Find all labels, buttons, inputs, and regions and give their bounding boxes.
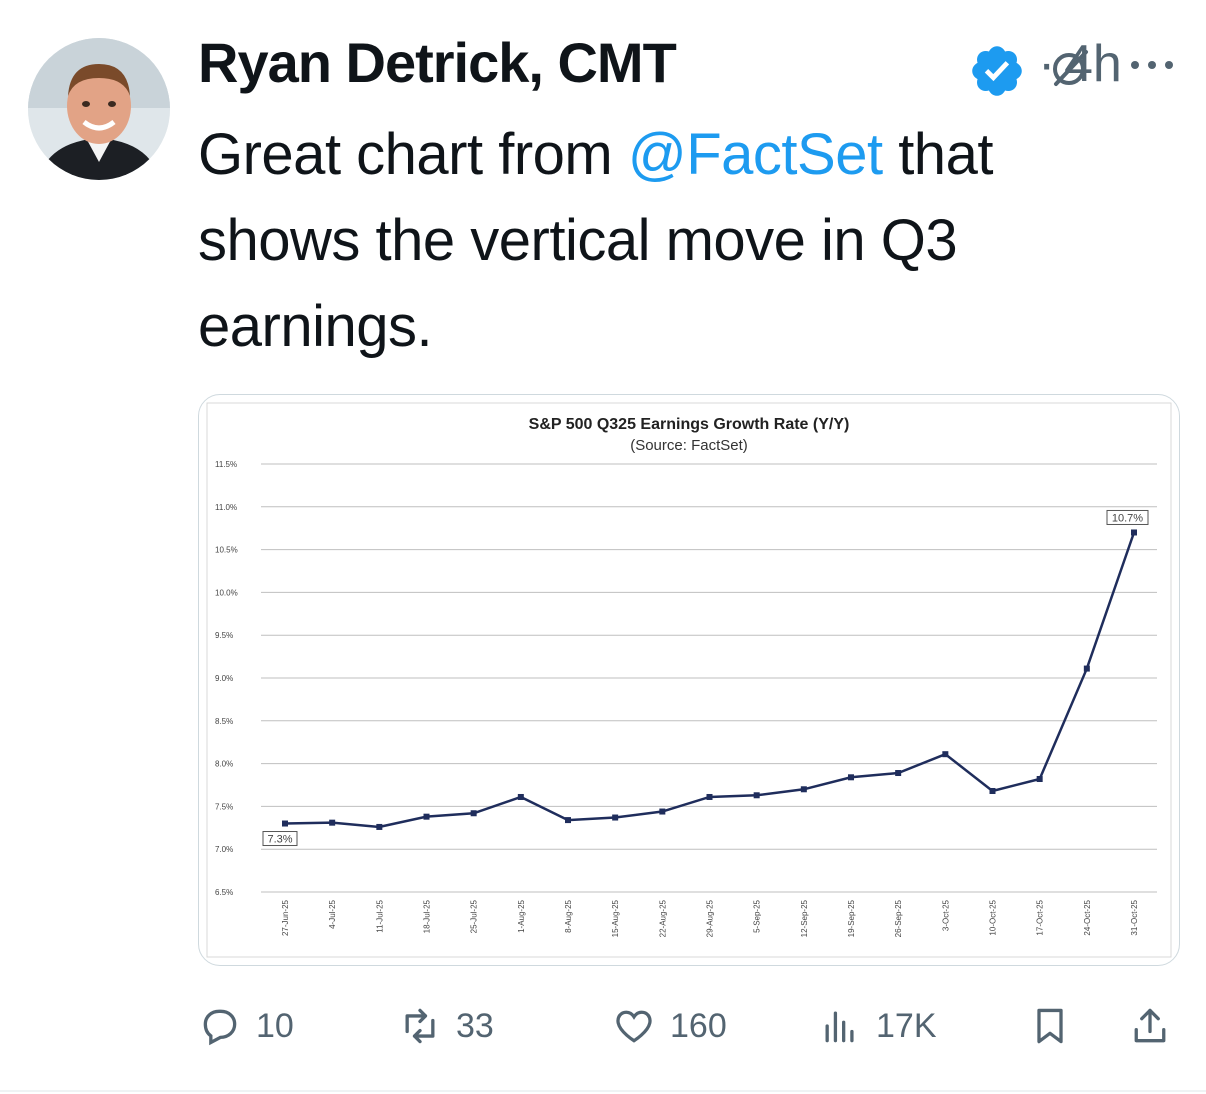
y-tick-label: 7.5% bbox=[215, 802, 233, 811]
tweet-text: Great chart from @FactSet that shows the… bbox=[198, 112, 1158, 370]
avatar[interactable] bbox=[28, 38, 170, 180]
repost-icon bbox=[405, 1008, 435, 1044]
views-count: 17K bbox=[876, 1006, 937, 1045]
x-tick-label: 25-Jul-25 bbox=[470, 899, 479, 933]
tweet-media-chart[interactable]: S&P 500 Q325 Earnings Growth Rate (Y/Y) (… bbox=[198, 394, 1180, 966]
x-tick-label: 31-Oct-25 bbox=[1130, 899, 1139, 935]
series-line bbox=[284, 532, 1136, 829]
x-tick-label: 12-Sep-25 bbox=[800, 899, 809, 937]
y-tick-label: 8.5% bbox=[215, 717, 233, 726]
x-tick-label: 19-Sep-25 bbox=[847, 899, 856, 937]
reply-count: 10 bbox=[256, 1006, 294, 1045]
data-point bbox=[565, 817, 571, 824]
more-options-icon[interactable] bbox=[1128, 58, 1176, 72]
x-tick-label: 4-Jul-25 bbox=[328, 899, 337, 928]
data-point bbox=[282, 820, 288, 827]
data-point bbox=[706, 793, 713, 800]
data-point bbox=[612, 814, 619, 821]
x-tick-label: 29-Aug-25 bbox=[706, 899, 715, 937]
x-tick-label: 24-Oct-25 bbox=[1083, 899, 1092, 935]
x-tick-label: 17-Oct-25 bbox=[1036, 899, 1045, 935]
x-tick-label: 11-Jul-25 bbox=[375, 899, 384, 932]
x-tick-label: 22-Aug-25 bbox=[658, 899, 667, 937]
tweet-actions: 10 33 160 17K bbox=[198, 1000, 1178, 1052]
data-label-box bbox=[262, 831, 298, 847]
data-point bbox=[989, 787, 996, 794]
y-tick-label: 6.5% bbox=[215, 888, 233, 897]
data-point bbox=[942, 751, 949, 758]
bookmark-icon[interactable] bbox=[1028, 1004, 1072, 1048]
chart-subtitle: (Source: FactSet) bbox=[630, 437, 748, 454]
mention-link[interactable]: @FactSet bbox=[627, 122, 883, 187]
y-tick-label: 10.0% bbox=[215, 588, 238, 597]
x-tick-label: 18-Jul-25 bbox=[423, 899, 432, 933]
reply-icon bbox=[203, 1009, 237, 1046]
heart-icon bbox=[616, 1010, 652, 1043]
chart-frame bbox=[206, 402, 1172, 958]
views-button[interactable]: 17K bbox=[818, 1000, 937, 1052]
grok-icon[interactable] bbox=[1048, 46, 1092, 90]
verified-badge-icon bbox=[972, 46, 1022, 96]
y-tick-label: 9.5% bbox=[215, 631, 233, 640]
data-point bbox=[895, 770, 902, 777]
share-icon[interactable] bbox=[1128, 1004, 1172, 1048]
y-tick-label: 7.0% bbox=[215, 845, 233, 854]
divider bbox=[0, 1090, 1206, 1092]
y-tick-label: 9.0% bbox=[215, 674, 233, 683]
data-point bbox=[659, 808, 666, 815]
views-icon bbox=[825, 1011, 854, 1043]
data-point bbox=[517, 793, 524, 800]
reply-button[interactable]: 10 bbox=[198, 1000, 294, 1052]
tweet-header: Ryan Detrick, CMT · 4h bbox=[198, 30, 1188, 100]
tweet-text-part: Great chart from bbox=[198, 122, 628, 187]
x-tick-label: 8-Aug-25 bbox=[564, 899, 573, 932]
x-tick-label: 10-Oct-25 bbox=[989, 899, 998, 935]
like-button[interactable]: 160 bbox=[612, 1000, 727, 1052]
data-point bbox=[1036, 776, 1043, 783]
data-label: 10.7% bbox=[1112, 512, 1143, 524]
x-tick-label: 26-Sep-25 bbox=[894, 899, 903, 937]
chart-title: S&P 500 Q325 Earnings Growth Rate (Y/Y) bbox=[529, 416, 850, 433]
y-tick-label: 10.5% bbox=[215, 546, 238, 555]
data-point bbox=[329, 819, 336, 826]
data-point bbox=[848, 774, 854, 781]
repost-button[interactable]: 33 bbox=[398, 1000, 494, 1052]
y-tick-label: 11.5% bbox=[215, 460, 237, 469]
repost-count: 33 bbox=[456, 1006, 494, 1045]
data-label-box bbox=[1106, 509, 1149, 525]
line-chart: S&P 500 Q325 Earnings Growth Rate (Y/Y) (… bbox=[206, 402, 1172, 958]
y-tick-label: 11.0% bbox=[215, 503, 237, 512]
data-point bbox=[800, 786, 807, 793]
data-point bbox=[753, 792, 760, 799]
data-label: 7.3% bbox=[267, 834, 292, 846]
data-point bbox=[470, 810, 477, 817]
x-tick-label: 15-Aug-25 bbox=[611, 899, 620, 937]
x-tick-label: 5-Sep-25 bbox=[753, 899, 762, 932]
tweet-text-part: that shows the vertical move in Q3 earni… bbox=[198, 122, 993, 359]
y-tick-label: 8.0% bbox=[215, 760, 233, 769]
profile-photo bbox=[28, 38, 170, 180]
data-point bbox=[1131, 529, 1137, 536]
x-tick-label: 27-Jun-25 bbox=[281, 899, 290, 936]
data-point bbox=[1083, 665, 1090, 672]
separator-dot: · bbox=[1038, 35, 1056, 93]
x-tick-label: 1-Aug-25 bbox=[517, 899, 526, 932]
x-tick-label: 3-Oct-25 bbox=[941, 899, 950, 931]
data-point bbox=[423, 813, 430, 820]
like-count: 160 bbox=[670, 1006, 727, 1045]
data-point bbox=[376, 823, 383, 830]
author-name[interactable]: Ryan Detrick, CMT bbox=[198, 31, 677, 94]
